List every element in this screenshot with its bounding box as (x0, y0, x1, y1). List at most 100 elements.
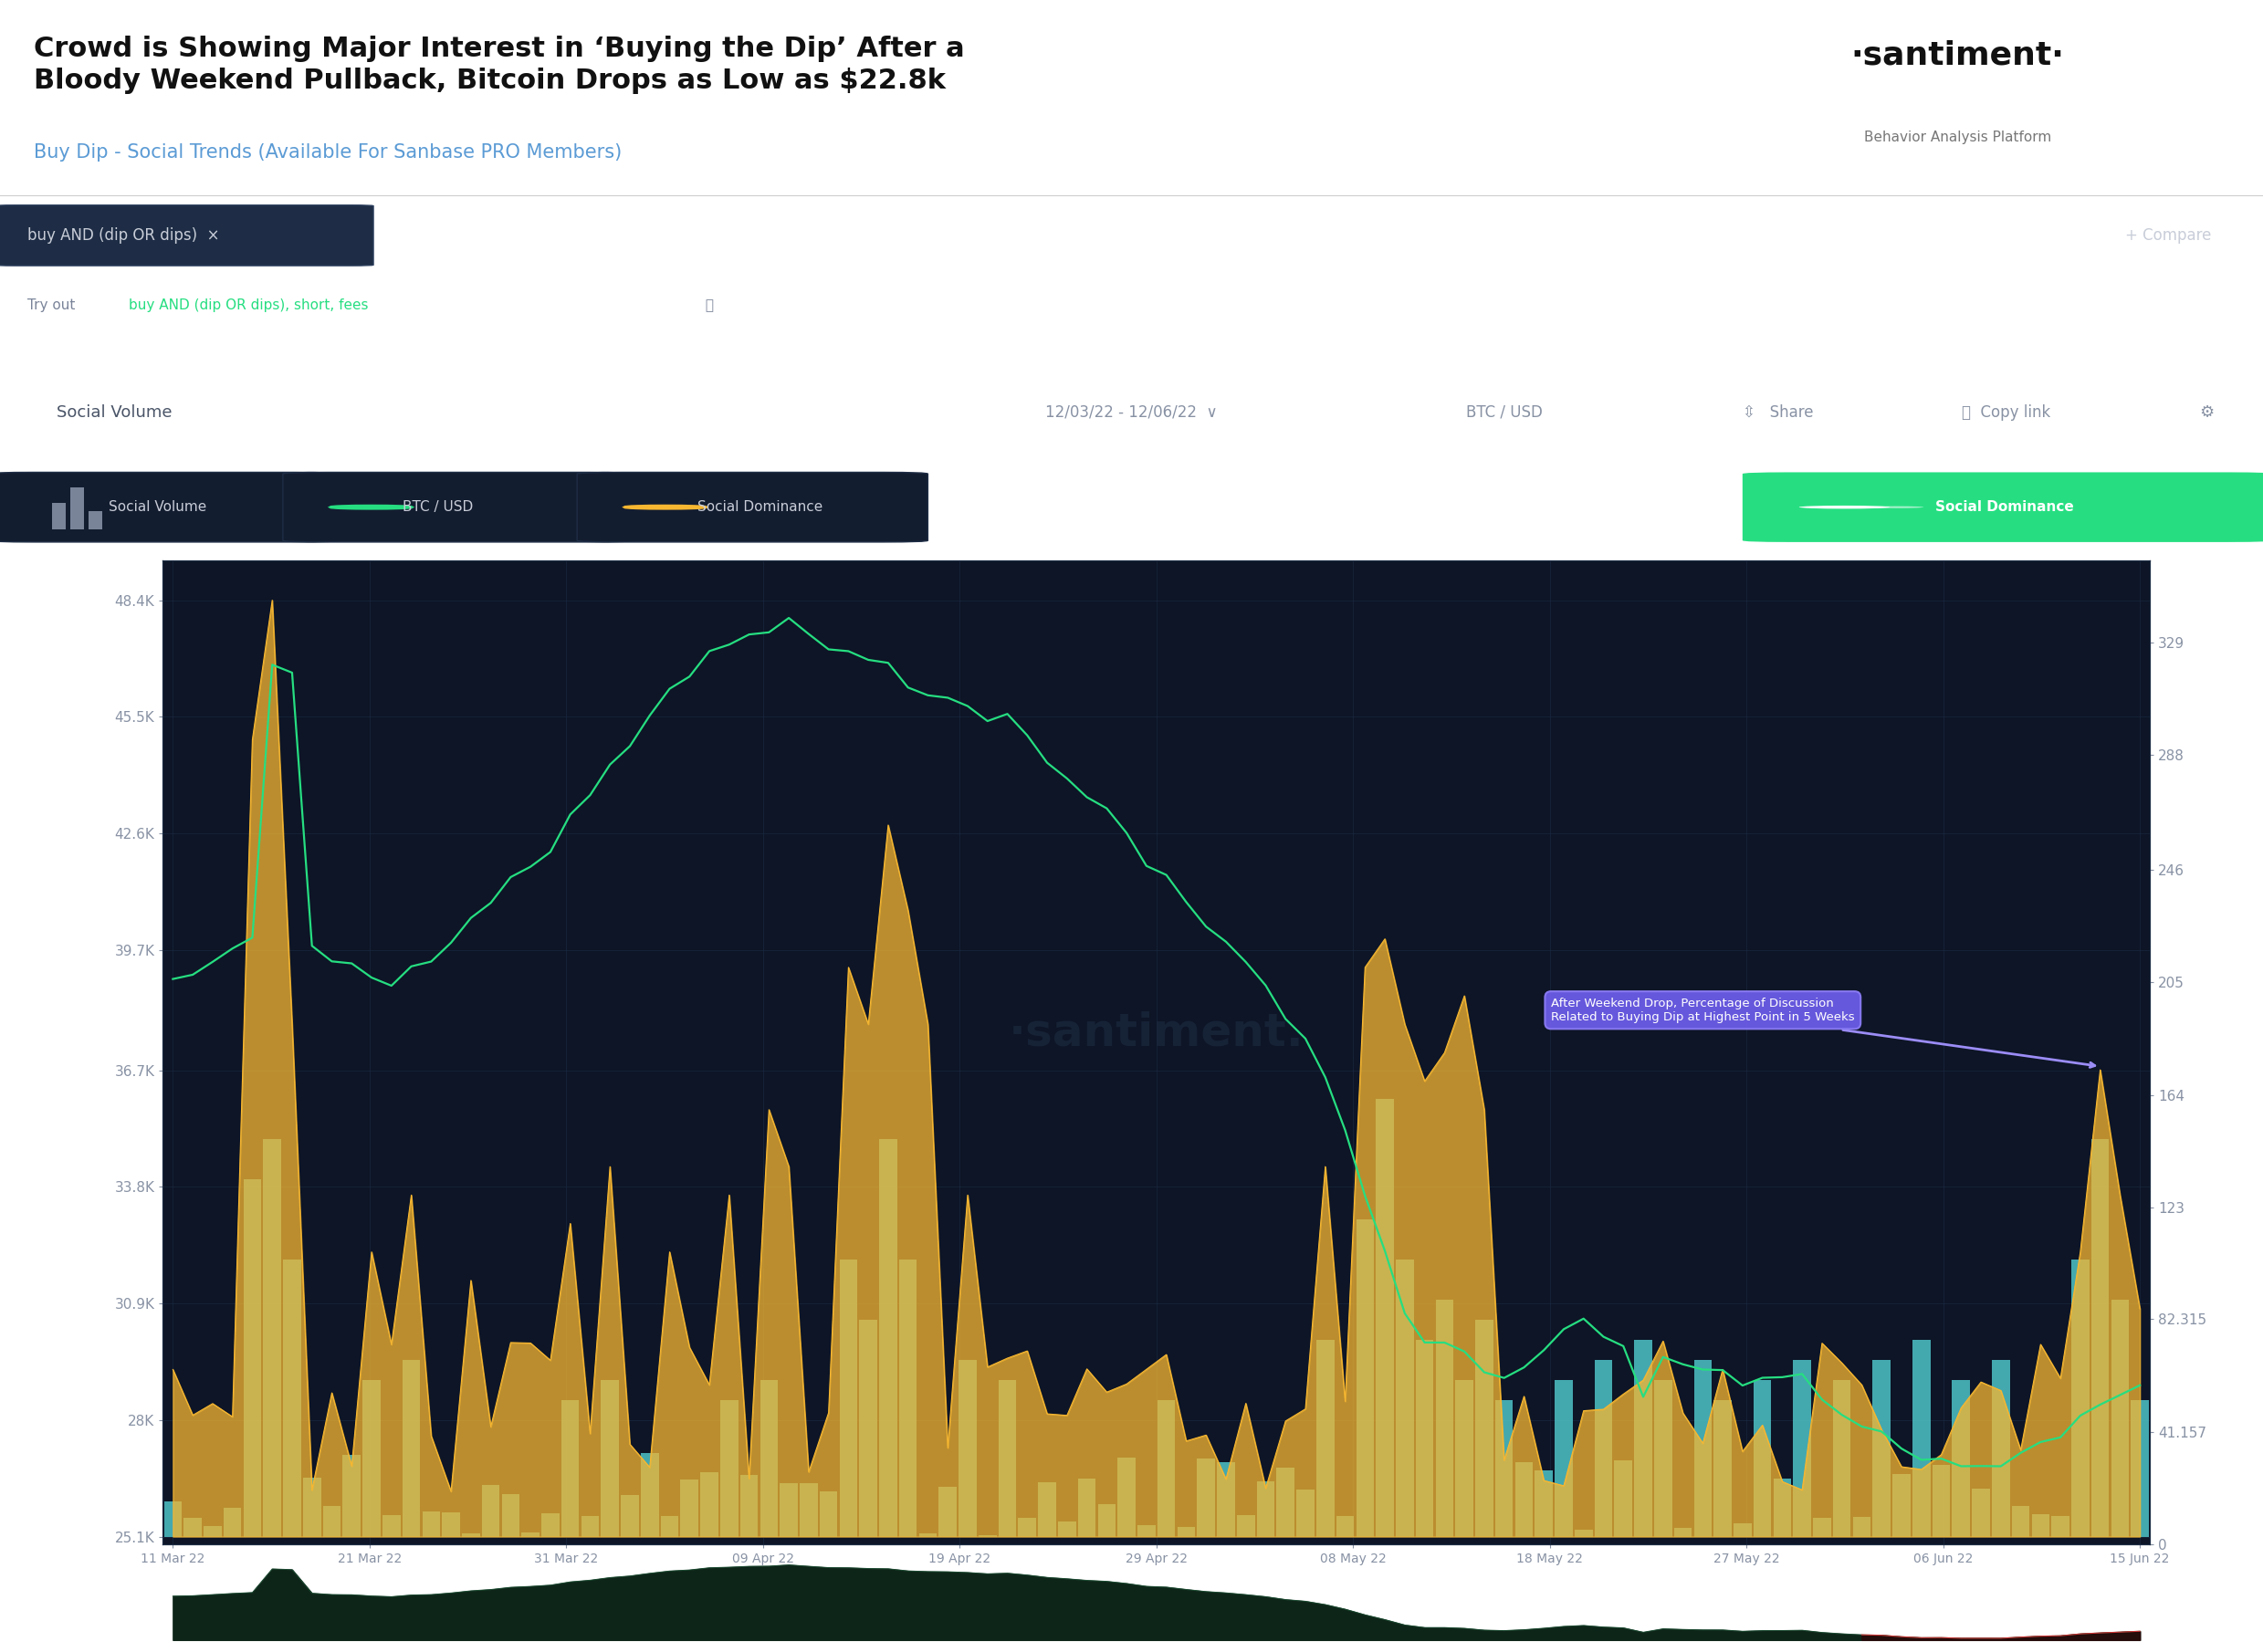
Bar (1356, 1219, 1374, 1536)
Bar (244, 1180, 260, 1536)
Bar (2091, 1138, 2109, 1536)
Bar (880, 1138, 896, 1536)
Bar (1774, 1479, 1792, 1536)
Bar (799, 1483, 817, 1536)
FancyBboxPatch shape (283, 472, 634, 542)
Bar (1435, 1300, 1453, 1536)
Bar (939, 1487, 957, 1536)
Bar (482, 1485, 500, 1536)
Bar (760, 1379, 778, 1536)
Bar (1833, 1379, 1851, 1536)
Bar (423, 1512, 439, 1536)
Bar (860, 1320, 878, 1536)
Bar (1792, 1360, 1810, 1536)
Bar (1754, 1379, 1772, 1536)
Bar (1098, 1503, 1116, 1536)
Bar (640, 1454, 659, 1536)
Bar (1733, 1523, 1752, 1536)
Bar (602, 1379, 620, 1536)
Text: ⓘ: ⓘ (702, 299, 715, 312)
Bar (1595, 1360, 1614, 1536)
Bar (1118, 1457, 1136, 1536)
Bar (1874, 1360, 1890, 1536)
Bar (1634, 1340, 1652, 1536)
Bar (1455, 1379, 1473, 1536)
Text: buy AND (dip OR dips)  ×: buy AND (dip OR dips) × (27, 228, 220, 243)
Bar (1256, 1480, 1274, 1536)
Bar (661, 1517, 679, 1536)
Text: + Compare: + Compare (2125, 228, 2211, 243)
Bar (998, 1379, 1016, 1536)
Bar (183, 1518, 201, 1536)
Circle shape (1799, 506, 1890, 509)
Bar (1575, 1530, 1593, 1536)
Bar (204, 1526, 222, 1536)
Bar (1018, 1518, 1036, 1536)
Text: BTC / USD: BTC / USD (1466, 405, 1543, 420)
Bar (1475, 1320, 1494, 1536)
Bar (1892, 1474, 1910, 1536)
Bar (2111, 1300, 2129, 1536)
Bar (582, 1517, 600, 1536)
Bar (441, 1513, 459, 1536)
Bar (52, 504, 66, 529)
Bar (1335, 1517, 1353, 1536)
Bar (960, 1360, 978, 1536)
Bar (382, 1515, 401, 1536)
Bar (303, 1477, 321, 1536)
Bar (2053, 1517, 2068, 1536)
Bar (263, 1138, 281, 1536)
Bar (1555, 1379, 1573, 1536)
Bar (2132, 1399, 2150, 1536)
Bar (781, 1483, 799, 1536)
FancyBboxPatch shape (1743, 472, 2263, 542)
Bar (2071, 1259, 2089, 1536)
Bar (1912, 1340, 1930, 1536)
Circle shape (1869, 506, 1924, 509)
Bar (819, 1492, 837, 1536)
Text: Try out: Try out (27, 299, 79, 312)
Bar (1813, 1518, 1831, 1536)
Bar (1376, 1099, 1394, 1536)
Bar (699, 1472, 717, 1536)
Bar (224, 1508, 242, 1536)
Bar (740, 1475, 758, 1536)
Bar (1514, 1462, 1532, 1536)
Bar (1933, 1465, 1951, 1536)
Text: ·santiment.: ·santiment. (1009, 1011, 1303, 1054)
Bar (681, 1480, 699, 1536)
Bar (1177, 1526, 1195, 1536)
Bar (1991, 1360, 2010, 1536)
Bar (1693, 1360, 1711, 1536)
Text: After Weekend Drop, Percentage of Discussion
Related to Buying Dip at Highest Po: After Weekend Drop, Percentage of Discus… (1550, 998, 2096, 1067)
FancyBboxPatch shape (0, 472, 339, 542)
Bar (720, 1399, 738, 1536)
Bar (840, 1259, 858, 1536)
Bar (1496, 1399, 1514, 1536)
Bar (1317, 1340, 1335, 1536)
Bar (1238, 1515, 1254, 1536)
Text: 12/03/22 - 12/06/22  ∨: 12/03/22 - 12/06/22 ∨ (1046, 405, 1217, 420)
Text: ⇳   Share: ⇳ Share (1743, 405, 1813, 420)
Bar (88, 510, 102, 529)
Bar (1138, 1525, 1156, 1536)
Text: BTC / USD: BTC / USD (403, 501, 473, 514)
Bar (403, 1360, 421, 1536)
Text: ⚙: ⚙ (2200, 405, 2215, 420)
Bar (561, 1399, 579, 1536)
Bar (520, 1533, 539, 1536)
Bar (1156, 1399, 1174, 1536)
Bar (1077, 1479, 1095, 1536)
Text: ·santiment·: ·santiment· (1851, 40, 2064, 71)
Bar (541, 1513, 559, 1536)
Bar (1614, 1460, 1632, 1536)
Bar (1297, 1490, 1315, 1536)
Bar (502, 1493, 520, 1536)
Bar (2012, 1505, 2030, 1536)
Bar (620, 1495, 638, 1536)
Bar (2032, 1515, 2050, 1536)
Bar (1654, 1379, 1672, 1536)
Bar (1396, 1259, 1414, 1536)
Text: Buy Dip - Social Trends (Available For Sanbase PRO Members): Buy Dip - Social Trends (Available For S… (34, 144, 622, 162)
Bar (462, 1533, 480, 1536)
